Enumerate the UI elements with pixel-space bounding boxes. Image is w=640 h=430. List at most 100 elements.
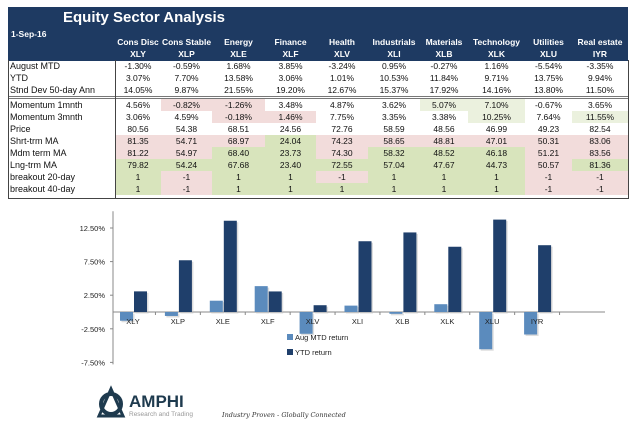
table-cell: -3.35%	[586, 61, 614, 71]
table-cell: 1.01%	[329, 73, 355, 83]
mtd-bar-xlk	[434, 304, 448, 312]
table-cell: 81.35	[115, 135, 161, 147]
bar-shadow	[390, 313, 404, 316]
table-cell: 80.56	[127, 124, 149, 134]
table-cell: -0.67%	[525, 96, 572, 111]
table-cell: -1	[572, 183, 628, 195]
sector-name: Utilities	[533, 37, 564, 47]
table-cell: 68.40	[212, 147, 265, 159]
table-cell: 21.55%	[224, 85, 253, 95]
x-tick-label: XLF	[261, 317, 275, 326]
table-cell: 48.52	[420, 147, 468, 159]
table-row: breakout 20-day 1 -1 1 1 -1 1 1 1 -1 -1	[8, 171, 628, 183]
table-cell: -1	[525, 183, 572, 195]
table-cell: 3.06%	[125, 112, 151, 122]
amphi-logo: AMPHI Research and Trading	[96, 385, 193, 418]
logo-ring-icon	[99, 392, 123, 416]
table-cell: -1	[161, 171, 212, 183]
table-cell: 11.50%	[585, 85, 615, 95]
table-cell: 3.38%	[431, 112, 457, 122]
legend-label: YTD return	[295, 348, 332, 357]
x-tick-label: XLE	[216, 317, 230, 326]
table-cell: 7.70%	[174, 73, 199, 83]
table-cell: 48.56	[433, 124, 455, 134]
row-label: Momentum 3mnth	[10, 112, 83, 122]
sector-ticker: XLI	[387, 49, 401, 59]
mtd-bar-xlv	[299, 312, 313, 334]
table-row: Lng-trm MA 79.82 54.24 67.68 23.40 72.55 57.04…	[8, 159, 628, 171]
sector-name: Real estate	[577, 37, 623, 47]
column-header-xlf: Finance XLF	[265, 34, 316, 60]
row-label: Lng-trm MA	[10, 160, 58, 170]
table-cell: -1.26%	[212, 96, 265, 111]
table-cell: 72.55	[316, 159, 368, 171]
table-cell: 50.31	[525, 135, 572, 147]
x-tick-label: XLB	[395, 317, 409, 326]
table-cell: 1	[265, 171, 316, 183]
table-cell: 68.51	[227, 124, 250, 134]
sector-name: Industrials	[372, 37, 416, 47]
table-cell: 1.68%	[226, 61, 251, 71]
ytd-bar-xlf	[268, 291, 282, 312]
ytd-bar-iyr	[538, 245, 552, 312]
table-cell: 79.82	[115, 159, 161, 171]
label-divider	[115, 60, 116, 198]
table-cell: 1	[420, 183, 468, 195]
table-cell: 13.80%	[534, 85, 563, 95]
row-label: August MTD	[10, 61, 61, 71]
x-tick-label: XLP	[171, 317, 185, 326]
table-cell: 9.94%	[587, 73, 613, 83]
row-label: YTD	[10, 73, 28, 83]
table-row: Price 80.56 54.38 68.51 24.56 72.76 58.59 48.56…	[8, 123, 628, 135]
row-label: breakout 20-day	[10, 172, 76, 182]
mtd-bar-xlf	[254, 286, 268, 312]
x-tick-label: IYR	[531, 317, 544, 326]
y-tick-label: 7.50%	[84, 258, 106, 267]
table-cell: 3.06%	[278, 73, 303, 83]
table-cell: 49.23	[537, 124, 560, 134]
ytd-bar-xle	[223, 220, 237, 312]
ytd-bar-xlb	[403, 232, 417, 312]
y-tick-label: -2.50%	[81, 325, 105, 334]
table-cell: 72.76	[331, 124, 353, 134]
table-cell: 1	[468, 183, 525, 195]
table-cell: 9.71%	[484, 73, 509, 83]
table-cell: 51.21	[525, 147, 572, 159]
sector-ticker: XLU	[540, 49, 557, 59]
table-cell: -1	[525, 171, 572, 183]
table-cell: 50.57	[525, 159, 572, 171]
y-tick-label: -7.50%	[81, 358, 105, 367]
table-cell: 12.67%	[327, 85, 357, 95]
column-header-xlu: Utilities XLU	[525, 34, 572, 60]
logo-text: AMPHI	[129, 392, 184, 411]
ytd-bar-xlv	[313, 305, 327, 312]
table-cell: 48.81	[420, 135, 468, 147]
mtd-bar-xlp	[164, 312, 178, 316]
table-cell: -1.30%	[124, 61, 152, 71]
mtd-bar-xli	[344, 305, 358, 312]
table-cell: 58.32	[368, 147, 420, 159]
logo-subtext: Research and Trading	[129, 411, 193, 418]
table-cell: 13.58%	[224, 73, 253, 83]
column-header-xly: Cons Disc XLY	[115, 34, 161, 60]
column-header-xlp: Cons Stable XLP	[161, 34, 212, 60]
table-cell: -0.18%	[212, 111, 265, 123]
table-cell: 68.97	[212, 135, 265, 147]
table-row: YTD 3.07% 7.70% 13.58% 3.06% 1.01% 10.53% 11.84…	[8, 72, 628, 84]
table-cell: 47.01	[468, 135, 525, 147]
table-row: Momentum 1mnth 4.56% -0.82% -1.26% 3.48% 4.87…	[8, 96, 628, 111]
ytd-bar-xly	[134, 291, 147, 312]
table-cell: 1	[420, 171, 468, 183]
table-cell: 4.87%	[316, 96, 368, 111]
y-tick-label: 12.50%	[80, 224, 106, 233]
table-cell: 10.53%	[379, 73, 409, 83]
table-cell: 3.07%	[125, 73, 151, 83]
table-cell: 74.30	[316, 147, 368, 159]
x-tick-label: XLV	[306, 317, 320, 326]
column-header-iyr: Real estate IYR	[572, 34, 628, 60]
table-cell: 81.36	[572, 159, 628, 171]
table-cell: 13.75%	[534, 73, 563, 83]
table-cell: 3.85%	[278, 61, 303, 71]
corner-cell	[8, 34, 115, 60]
table-cell: 19.20%	[276, 85, 305, 95]
